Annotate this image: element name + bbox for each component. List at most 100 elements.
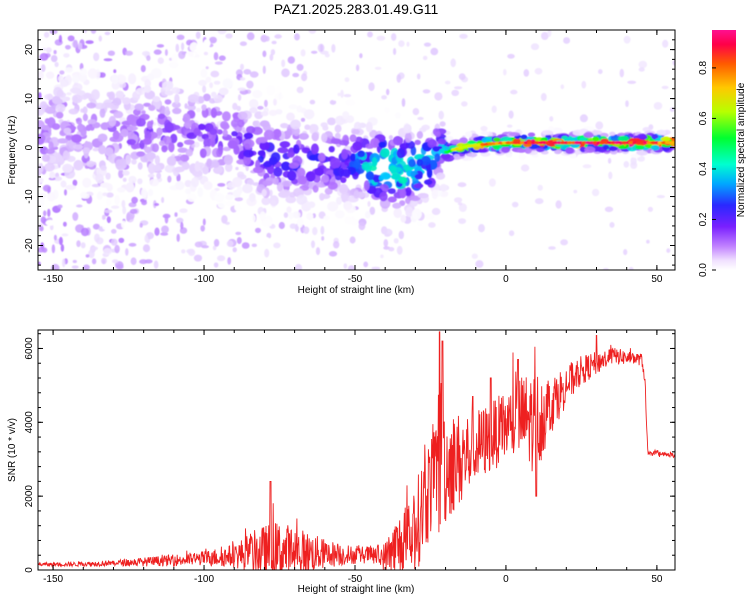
heatmap-cell [346, 115, 355, 123]
heatmap-cell [63, 53, 70, 58]
heatmap-cell [344, 216, 354, 225]
heatmap-cell [92, 147, 100, 152]
heatmap-cell [424, 179, 433, 185]
heatmap-cell [520, 134, 528, 140]
heatmap-cell [71, 94, 83, 104]
heatmap-cell [630, 153, 641, 158]
heatmap-cell [549, 116, 554, 122]
heatmap-cell [411, 208, 422, 220]
heatmap-cell [148, 188, 154, 197]
heatmap-cell [388, 165, 397, 173]
heatmap-cell [278, 221, 285, 230]
heatmap-cell [225, 33, 233, 39]
heatmap-cell [232, 102, 238, 110]
heatmap-cell [266, 232, 272, 239]
heatmap-cell [193, 127, 201, 136]
heatmap-cell [398, 230, 404, 240]
heatmap-cell [262, 65, 266, 75]
heatmap-cell [259, 211, 267, 222]
heatmap-cell [340, 89, 344, 98]
heatmap-cell [210, 137, 216, 148]
heatmap-cell [168, 61, 179, 69]
heatmap-cell [179, 208, 188, 213]
heatmap-cell [209, 36, 217, 44]
heatmap-cell [58, 236, 63, 246]
heatmap-cell [453, 153, 460, 159]
heatmap-cell [108, 115, 117, 127]
heatmap-cell [416, 131, 423, 139]
heatmap-cell [97, 133, 108, 143]
heatmap-cell [595, 121, 604, 130]
heatmap-cell [128, 242, 137, 247]
heatmap-cell [416, 73, 421, 80]
heatmap-cell [222, 146, 231, 152]
heatmap-cell [434, 153, 441, 163]
heatmap-cell [201, 245, 210, 249]
heatmap-cell [277, 147, 289, 154]
heatmap-cell [508, 132, 521, 137]
heatmap-cell [115, 159, 124, 170]
heatmap-cell [383, 239, 389, 248]
heatmap-cell [563, 37, 571, 44]
heatmap-cell [318, 152, 326, 162]
heatmap-cell [581, 80, 587, 89]
x-tick-label: -50 [348, 274, 363, 285]
heatmap-cell [264, 248, 270, 258]
heatmap-cell [296, 86, 304, 94]
heatmap-cell [392, 136, 404, 146]
heatmap-cell [194, 161, 201, 172]
heatmap-cell [71, 265, 79, 269]
heatmap-cell [116, 187, 126, 193]
heatmap-cell [60, 79, 69, 87]
heatmap-cell [157, 57, 164, 64]
heatmap-cell [280, 189, 291, 195]
heatmap-cell [572, 129, 584, 136]
heatmap-cell [471, 253, 478, 259]
heatmap-cell [211, 91, 217, 98]
heatmap-cell [154, 203, 160, 206]
heatmap-cell [331, 44, 336, 53]
heatmap-cell [203, 93, 211, 102]
heatmap-cell [85, 40, 94, 44]
heatmap-cell [195, 31, 201, 39]
heatmap-cell [274, 92, 284, 101]
heatmap-cell [541, 32, 549, 40]
heatmap-cell [647, 206, 654, 212]
heatmap-cell [140, 65, 146, 73]
heatmap-cell [413, 183, 424, 189]
heatmap-cell [246, 179, 255, 186]
heatmap-cell [660, 136, 671, 142]
heatmap-cell [351, 129, 360, 135]
heatmap-cell [625, 100, 629, 108]
heatmap-cell [618, 135, 629, 142]
heatmap-cell [311, 143, 319, 155]
heatmap-cell [71, 134, 82, 143]
heatmap-cell [222, 78, 233, 89]
heatmap-cell [202, 166, 209, 175]
heatmap-cell [268, 109, 278, 116]
heatmap-cell [319, 44, 324, 52]
heatmap-cell [57, 138, 69, 144]
heatmap-cell [506, 124, 513, 128]
heatmap-cell [154, 155, 160, 166]
heatmap-cell [205, 76, 212, 83]
heatmap-cell [563, 138, 575, 143]
heatmap-cell [403, 124, 412, 134]
heatmap-cell [281, 59, 286, 68]
heatmap-cell [139, 259, 148, 265]
heatmap-cell [308, 30, 317, 34]
heatmap-cell [152, 164, 161, 172]
colorbar-gradient [712, 30, 736, 270]
heatmap-cell [579, 137, 587, 142]
heatmap-cell [39, 101, 48, 110]
heatmap-cell [170, 133, 178, 144]
heatmap-cell [269, 189, 273, 197]
heatmap-cell [106, 216, 111, 224]
heatmap-cell [122, 170, 130, 176]
heatmap-cell [177, 147, 188, 153]
heatmap-cell [290, 119, 301, 130]
heatmap-cell [464, 131, 473, 138]
heatmap-cell [257, 150, 266, 157]
heatmap-cell [399, 143, 409, 150]
heatmap-cell [42, 125, 50, 131]
